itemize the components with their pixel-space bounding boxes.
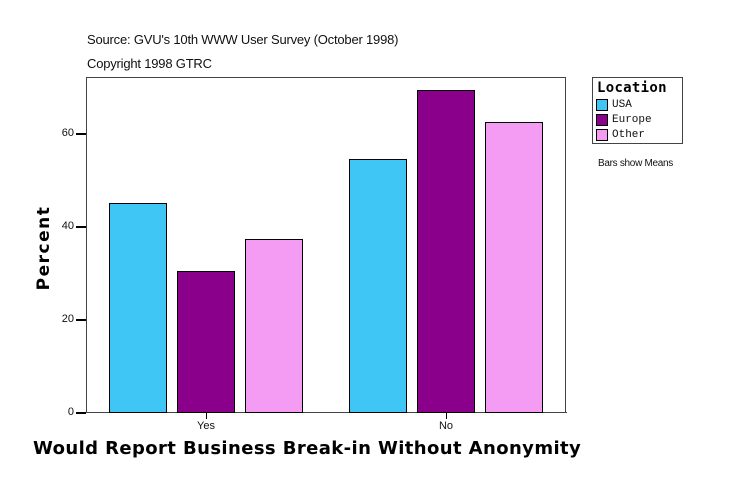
x-tick-mark [206, 413, 207, 419]
means-note: Bars show Means [598, 158, 673, 169]
legend-label: Europe [612, 114, 652, 126]
legend-item-usa: USA [596, 98, 632, 112]
bar-usa-no [349, 159, 407, 413]
bar-europe-no [417, 89, 475, 413]
y-tick-mark [76, 319, 86, 321]
y-tick-label: 20 [61, 313, 74, 325]
y-tick-mark [76, 412, 86, 414]
x-axis-line [86, 412, 567, 413]
legend: Location USA Europe Other [592, 77, 683, 144]
y-tick-label: 0 [67, 406, 74, 418]
legend-item-other: Other [596, 128, 645, 142]
plot-area [86, 77, 566, 413]
y-tick-label: 60 [61, 127, 74, 139]
x-tick-label: No [438, 420, 454, 432]
x-tick-label: Yes [197, 420, 215, 432]
legend-title: Location [597, 80, 667, 96]
copyright-caption: Copyright 1998 GTRC [87, 56, 212, 71]
bar-europe-yes [177, 271, 235, 413]
y-tick-mark [76, 133, 86, 135]
legend-label: USA [612, 99, 632, 111]
y-tick-label: 40 [61, 220, 74, 232]
bar-usa-yes [109, 202, 167, 413]
source-caption: Source: GVU's 10th WWW User Survey (Octo… [87, 32, 399, 47]
legend-swatch-europe [596, 114, 608, 126]
legend-swatch-other [596, 129, 608, 141]
bar-other-yes [245, 239, 303, 413]
legend-label: Other [612, 129, 646, 141]
x-axis-title: Would Report Business Break-in Without A… [33, 438, 582, 459]
y-tick-mark [76, 226, 86, 228]
y-axis-title: Percent [34, 205, 54, 291]
bar-other-no [485, 121, 543, 413]
x-tick-mark [446, 413, 447, 419]
legend-swatch-usa [596, 99, 608, 111]
legend-item-europe: Europe [596, 113, 652, 127]
